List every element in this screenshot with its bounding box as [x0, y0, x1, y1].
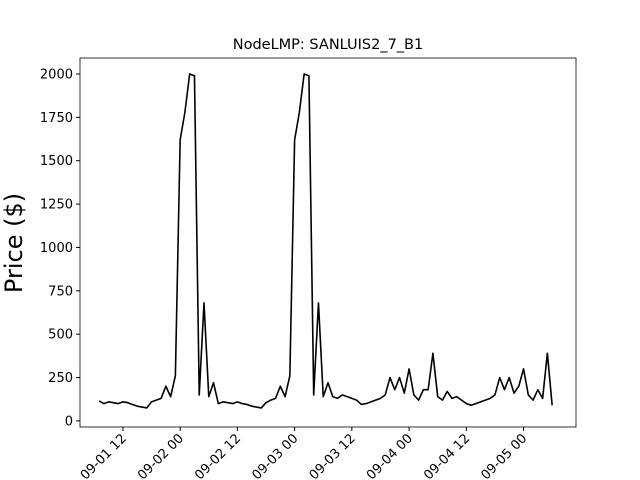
chart-title: NodeLMP: SANLUIS2_7_B1: [233, 37, 423, 53]
y-tick-label: 500: [48, 328, 73, 343]
data-line: [98, 73, 553, 409]
y-tick-label: 1750: [40, 111, 73, 126]
y-tick-label: 2000: [40, 67, 73, 82]
y-tick-label: 0: [65, 414, 73, 429]
plot-frame: [79, 57, 577, 428]
y-tick-label: 1250: [40, 198, 73, 213]
y-tick-label: 750: [48, 284, 73, 299]
y-tick-label: 250: [48, 371, 73, 386]
y-tick-label: 1500: [40, 154, 73, 169]
y-tick-label: 1000: [40, 241, 73, 256]
y-axis-label: Price ($): [0, 193, 28, 293]
